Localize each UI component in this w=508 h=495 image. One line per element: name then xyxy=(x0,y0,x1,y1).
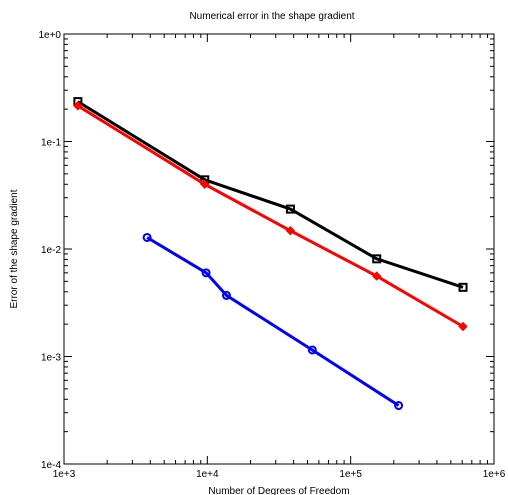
series-group xyxy=(73,97,468,411)
axis-ticks xyxy=(63,34,494,465)
x-tick-label: 1e+4 xyxy=(196,469,219,480)
data-point-circle xyxy=(201,268,211,278)
y-tick-label: 1e-2 xyxy=(41,245,61,256)
series-1 xyxy=(73,101,468,332)
data-point-circle xyxy=(221,290,231,300)
x-tick-labels: 1e+3 1e+4 1e+5 1e+6 xyxy=(53,469,506,480)
series-2 xyxy=(142,232,404,411)
y-tick-label: 1e+0 xyxy=(38,30,61,41)
y-tick-label: 1e-1 xyxy=(41,138,61,149)
data-point-diamond xyxy=(372,271,382,281)
data-point-circle xyxy=(307,345,317,355)
y-axis-title: Error of the shape gradient xyxy=(9,189,20,308)
series-0 xyxy=(73,97,468,292)
data-point-square xyxy=(458,282,468,292)
data-point-square xyxy=(372,254,382,264)
data-point-diamond xyxy=(285,225,296,236)
data-point-square xyxy=(285,204,295,214)
data-point-diamond xyxy=(458,321,468,332)
series-line xyxy=(77,100,464,289)
x-axis-title: Number of Degrees of Freedom xyxy=(208,486,349,495)
series-line xyxy=(146,236,400,407)
chart-title: Numerical error in the shape gradient xyxy=(189,11,354,22)
x-tick-label: 1e+5 xyxy=(339,469,362,480)
data-point-circle xyxy=(394,401,404,411)
y-tick-label: 1e-4 xyxy=(41,460,61,471)
x-tick-label: 1e+6 xyxy=(483,469,506,480)
y-tick-labels: 1e-4 1e-3 1e-2 1e-1 1e+0 xyxy=(38,30,61,471)
data-point-diamond xyxy=(200,179,210,189)
y-tick-label: 1e-3 xyxy=(41,353,61,364)
data-point-diamond xyxy=(73,101,83,111)
data-point-circle xyxy=(142,232,152,242)
x-tick-label: 1e+3 xyxy=(53,469,76,480)
plot-frame xyxy=(63,33,495,465)
